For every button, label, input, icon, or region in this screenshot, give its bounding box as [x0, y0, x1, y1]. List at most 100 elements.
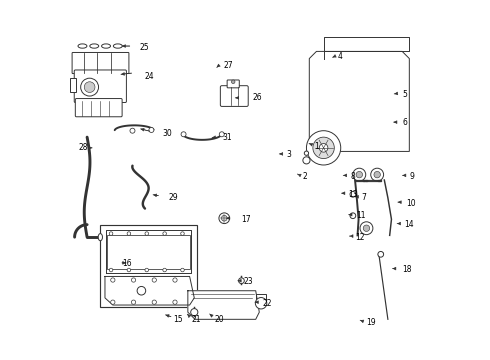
- Circle shape: [127, 232, 131, 235]
- Circle shape: [84, 82, 95, 93]
- Text: 7: 7: [361, 193, 366, 202]
- Circle shape: [173, 300, 177, 304]
- Bar: [379, 180, 381, 181]
- Circle shape: [378, 251, 384, 257]
- Circle shape: [81, 78, 98, 96]
- Circle shape: [163, 232, 167, 235]
- Circle shape: [239, 278, 245, 284]
- Circle shape: [145, 268, 148, 272]
- Polygon shape: [309, 51, 409, 152]
- Text: 1: 1: [315, 141, 319, 150]
- Circle shape: [374, 171, 380, 178]
- Text: 19: 19: [367, 318, 376, 327]
- Circle shape: [181, 268, 184, 272]
- Ellipse shape: [98, 234, 102, 241]
- Circle shape: [304, 151, 309, 156]
- FancyBboxPatch shape: [227, 80, 239, 88]
- Circle shape: [130, 128, 135, 133]
- Circle shape: [163, 268, 167, 272]
- Bar: [356, 180, 357, 181]
- Circle shape: [181, 232, 184, 235]
- Circle shape: [350, 192, 356, 197]
- Polygon shape: [323, 37, 409, 59]
- Bar: [364, 180, 366, 181]
- Text: 2: 2: [302, 172, 307, 181]
- Text: 20: 20: [215, 315, 224, 324]
- Bar: [368, 180, 370, 181]
- FancyBboxPatch shape: [220, 86, 248, 107]
- Circle shape: [109, 268, 113, 272]
- Ellipse shape: [113, 44, 122, 48]
- Text: 8: 8: [350, 172, 355, 181]
- Circle shape: [221, 215, 227, 221]
- Circle shape: [303, 157, 310, 164]
- Ellipse shape: [78, 44, 87, 48]
- Circle shape: [360, 222, 373, 235]
- Text: 18: 18: [402, 265, 412, 274]
- Bar: [373, 180, 374, 181]
- Text: 26: 26: [252, 93, 262, 102]
- Bar: [375, 180, 376, 181]
- Text: 13: 13: [348, 190, 358, 199]
- Text: 30: 30: [163, 129, 172, 138]
- Text: 12: 12: [355, 233, 365, 242]
- Circle shape: [231, 80, 235, 84]
- Bar: [107, 235, 190, 269]
- Polygon shape: [105, 276, 194, 305]
- Circle shape: [127, 268, 131, 272]
- Text: 14: 14: [404, 220, 414, 229]
- Circle shape: [191, 309, 198, 316]
- Circle shape: [219, 213, 230, 224]
- Circle shape: [145, 232, 148, 235]
- Circle shape: [149, 127, 154, 132]
- Ellipse shape: [101, 44, 111, 48]
- Ellipse shape: [90, 44, 98, 48]
- Bar: [256, 294, 267, 303]
- Bar: [100, 225, 197, 307]
- FancyBboxPatch shape: [75, 99, 122, 117]
- Circle shape: [255, 297, 267, 309]
- Circle shape: [131, 278, 136, 282]
- Bar: [358, 180, 359, 181]
- Text: 27: 27: [223, 61, 233, 70]
- Circle shape: [173, 278, 177, 282]
- Circle shape: [181, 132, 186, 137]
- Circle shape: [313, 137, 334, 158]
- Bar: [360, 180, 362, 181]
- Text: 25: 25: [140, 43, 149, 52]
- Circle shape: [111, 278, 115, 282]
- Bar: [367, 180, 368, 181]
- Text: 10: 10: [406, 199, 416, 208]
- Text: 31: 31: [223, 132, 232, 141]
- Circle shape: [137, 287, 146, 295]
- Text: 29: 29: [168, 193, 178, 202]
- Text: 21: 21: [192, 315, 201, 324]
- Circle shape: [356, 171, 363, 178]
- Text: 28: 28: [79, 143, 88, 152]
- Text: 17: 17: [242, 215, 251, 224]
- Text: 4: 4: [338, 52, 343, 61]
- Circle shape: [220, 132, 224, 137]
- Text: 23: 23: [243, 277, 253, 286]
- Text: 24: 24: [145, 72, 155, 81]
- Text: 22: 22: [262, 299, 271, 308]
- Circle shape: [111, 300, 115, 304]
- Bar: [362, 180, 364, 181]
- Circle shape: [353, 168, 366, 181]
- Text: 11: 11: [356, 211, 365, 220]
- Text: 5: 5: [402, 90, 407, 99]
- Text: 16: 16: [122, 260, 131, 269]
- FancyBboxPatch shape: [74, 70, 126, 103]
- Circle shape: [152, 300, 156, 304]
- Circle shape: [319, 144, 328, 152]
- Circle shape: [363, 225, 369, 231]
- Bar: [377, 180, 379, 181]
- Circle shape: [306, 131, 341, 165]
- Circle shape: [131, 300, 136, 304]
- Bar: [371, 180, 372, 181]
- Text: 9: 9: [409, 172, 414, 181]
- Bar: [70, 78, 76, 93]
- FancyBboxPatch shape: [72, 53, 129, 73]
- Circle shape: [109, 232, 113, 235]
- Text: 3: 3: [286, 150, 291, 159]
